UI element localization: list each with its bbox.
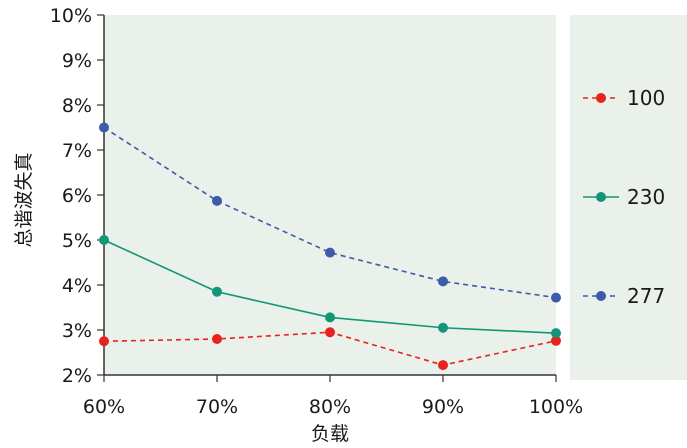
legend-item-277: 277 bbox=[583, 284, 665, 308]
legend-item-100: 100 bbox=[583, 86, 665, 110]
x-axis-ticks: 60% 70% 80% 90% 100% bbox=[83, 375, 583, 418]
series-100 bbox=[99, 327, 561, 371]
legend-label: 100 bbox=[627, 86, 665, 110]
data-point bbox=[325, 327, 335, 338]
y-axis-ticks: 2% 3% 4% 5% 6% 7% 8% 9% 10% bbox=[50, 5, 104, 387]
y-tick-label: 9% bbox=[62, 50, 92, 72]
data-point bbox=[438, 360, 448, 371]
data-point bbox=[212, 195, 222, 206]
y-tick-label: 10% bbox=[50, 5, 92, 27]
data-point bbox=[325, 247, 335, 258]
x-tick-label: 100% bbox=[529, 396, 583, 418]
x-axis-title: 负载 bbox=[311, 423, 349, 445]
legend: 100 230 277 bbox=[583, 86, 665, 308]
series-277 bbox=[99, 122, 561, 303]
y-tick-label: 8% bbox=[62, 95, 92, 117]
data-point bbox=[438, 276, 448, 287]
data-point bbox=[551, 335, 561, 346]
legend-swatch-marker bbox=[596, 192, 606, 202]
y-tick-label: 4% bbox=[62, 275, 92, 297]
x-tick-label: 70% bbox=[196, 396, 238, 418]
y-tick-label: 2% bbox=[62, 365, 92, 387]
legend-label: 230 bbox=[627, 185, 665, 209]
data-point bbox=[99, 336, 109, 347]
series-layer bbox=[99, 122, 561, 371]
y-tick-label: 7% bbox=[62, 140, 92, 162]
data-point bbox=[99, 122, 109, 133]
y-axis-title: 总谐波失真 bbox=[13, 152, 35, 247]
x-tick-label: 80% bbox=[309, 396, 351, 418]
legend-swatch-marker bbox=[596, 93, 606, 103]
legend-item-230: 230 bbox=[583, 185, 665, 209]
legend-label: 277 bbox=[627, 284, 665, 308]
data-point bbox=[212, 334, 222, 344]
data-point bbox=[551, 292, 561, 303]
series-230 bbox=[99, 235, 561, 339]
legend-swatch-marker bbox=[596, 291, 606, 301]
data-point bbox=[212, 286, 222, 297]
data-point bbox=[438, 322, 448, 333]
x-tick-label: 90% bbox=[422, 396, 464, 418]
y-tick-label: 6% bbox=[62, 185, 92, 207]
y-tick-label: 3% bbox=[62, 320, 92, 342]
x-tick-label: 60% bbox=[83, 396, 125, 418]
data-point bbox=[551, 328, 561, 339]
data-point bbox=[99, 235, 109, 245]
data-point bbox=[325, 312, 335, 323]
y-tick-label: 5% bbox=[62, 230, 92, 252]
